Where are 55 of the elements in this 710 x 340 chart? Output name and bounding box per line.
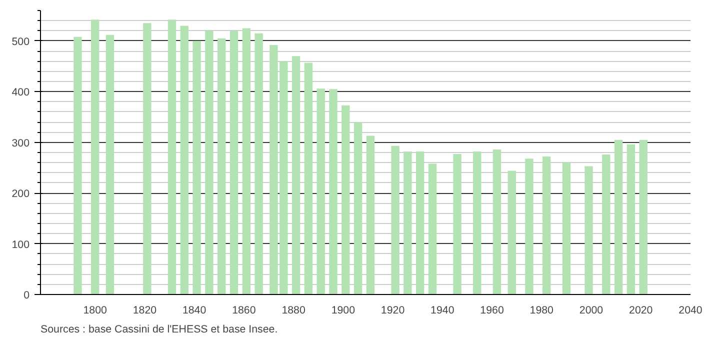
y-tick-label: 100: [12, 238, 30, 251]
bar: [304, 62, 313, 294]
bar: [473, 151, 482, 294]
bar: [180, 26, 188, 294]
y-tick-label: 500: [12, 36, 30, 48]
bar: [242, 28, 251, 294]
bar: [218, 38, 226, 294]
bar: [391, 146, 400, 294]
bar: [106, 34, 114, 294]
x-tick-label: 1940: [430, 304, 454, 316]
x-tick-label: 1980: [530, 304, 554, 316]
y-tick-label: 200: [12, 188, 30, 200]
bar: [90, 20, 100, 294]
x-tick-label: 1880: [282, 304, 306, 316]
x-tick-label: 1900: [331, 304, 356, 316]
x-tick-label: 1840: [182, 304, 206, 316]
bar: [525, 158, 534, 294]
x-tick-label: 2020: [629, 304, 653, 316]
y-tick-label: 0: [24, 290, 30, 302]
bar: [542, 156, 551, 294]
y-tick-label: 300: [12, 137, 30, 150]
bar: [602, 154, 610, 294]
x-tick-label: 1800: [83, 304, 108, 316]
bar: [639, 140, 648, 294]
bar: [292, 56, 300, 294]
bar: [329, 89, 338, 294]
bar: [143, 23, 152, 294]
bar: [453, 154, 462, 294]
source-note: Sources : base Cassini de l'EHESS et base Insee.: [40, 324, 278, 336]
bar: [254, 33, 263, 294]
y-tick-label: 400: [12, 86, 30, 99]
bar: [614, 140, 623, 294]
x-tick-label: 1860: [232, 304, 256, 316]
bar: [562, 162, 571, 294]
bar: [192, 40, 201, 294]
bar: [74, 36, 82, 294]
bar: [404, 151, 412, 294]
bar: [230, 30, 238, 294]
bar: [354, 122, 362, 294]
x-tick-label: 2000: [579, 304, 604, 316]
bar: [168, 20, 176, 294]
bar: [366, 136, 375, 294]
bar: [342, 105, 350, 294]
bar: [492, 149, 502, 294]
bar: [316, 88, 325, 294]
bar: [508, 170, 516, 294]
bar: [416, 151, 424, 294]
x-tick-label: 1960: [480, 304, 504, 316]
bar: [205, 30, 214, 294]
x-tick-label: 1920: [380, 304, 405, 316]
bar: [626, 144, 636, 294]
x-tick-label: 2040: [678, 304, 702, 316]
bar: [428, 164, 437, 294]
x-tick-label: 1820: [132, 304, 157, 316]
bar: [584, 166, 593, 294]
